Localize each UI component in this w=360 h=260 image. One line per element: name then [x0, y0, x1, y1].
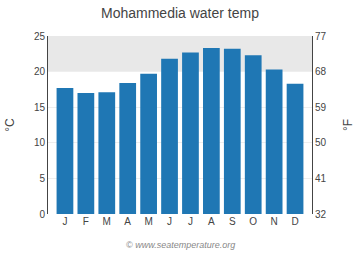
svg-text:M: M	[103, 216, 111, 227]
svg-text:41: 41	[315, 173, 327, 184]
svg-text:77: 77	[315, 31, 327, 42]
svg-text:N: N	[271, 216, 278, 227]
svg-text:A: A	[208, 216, 215, 227]
svg-text:Mohammedia water temp: Mohammedia water temp	[101, 5, 259, 21]
svg-text:68: 68	[315, 66, 327, 77]
svg-text:32: 32	[315, 209, 327, 220]
svg-text:0: 0	[39, 209, 45, 220]
svg-text:59: 59	[315, 102, 327, 113]
svg-text:J: J	[167, 216, 172, 227]
svg-text:J: J	[62, 216, 67, 227]
svg-text:10: 10	[34, 137, 46, 148]
svg-text:© www.seatemperature.org: © www.seatemperature.org	[126, 240, 235, 250]
svg-text:S: S	[229, 216, 236, 227]
svg-text:5: 5	[39, 173, 45, 184]
svg-text:20: 20	[34, 66, 46, 77]
svg-text:25: 25	[34, 31, 46, 42]
svg-text:°F: °F	[341, 119, 355, 131]
svg-text:15: 15	[34, 102, 46, 113]
svg-text:F: F	[83, 216, 89, 227]
svg-text:M: M	[144, 216, 152, 227]
svg-text:O: O	[249, 216, 257, 227]
svg-text:D: D	[291, 216, 298, 227]
svg-text:50: 50	[315, 137, 327, 148]
svg-text:°C: °C	[3, 118, 17, 132]
svg-text:A: A	[124, 216, 131, 227]
svg-text:J: J	[188, 216, 193, 227]
